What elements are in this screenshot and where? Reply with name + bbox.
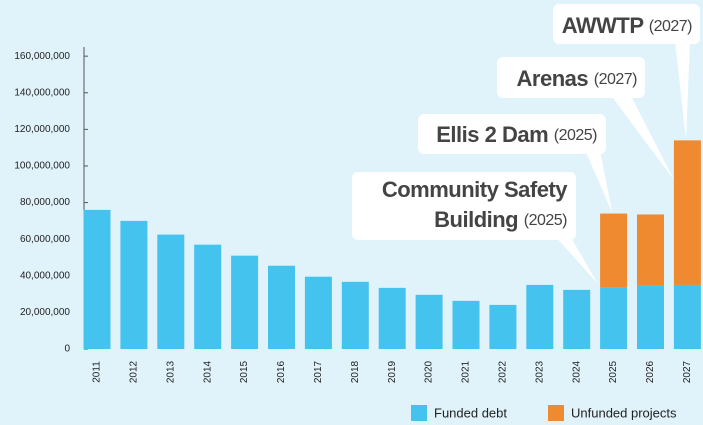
callout-box [352,172,576,240]
callout-pointer [675,40,690,140]
bar [526,284,554,349]
bar [452,300,480,349]
annotation-label: Building [434,207,518,232]
y-tick-label: 100,000,000 [14,161,70,172]
bar [231,255,259,349]
x-tick-label: 2014 [202,360,213,383]
annotation-note: (2025) [554,127,597,144]
x-tick-label: 2013 [165,360,176,383]
x-tick-label: 2012 [129,360,140,383]
x-tick-label: 2022 [498,360,509,383]
legend-swatch [411,405,427,421]
y-tick-label: 0 [64,344,70,355]
legend-label: Funded debt [434,405,507,420]
annotation-label: Community Safety [382,177,568,202]
x-tick-label: 2019 [387,360,398,383]
legend-label: Unfunded projects [571,405,677,420]
bar [304,276,332,349]
x-tick-label: 2024 [571,360,582,383]
x-tick-label: 2025 [608,360,619,383]
annotation: Building (2025) [434,207,567,232]
annotation: Community Safety [382,177,568,202]
callout-pointer [555,236,598,284]
callout-box [497,57,645,98]
y-tick-label: 160,000,000 [14,51,70,62]
annotation-note: (2025) [524,212,567,229]
bar [673,284,701,349]
callout-box [418,114,606,154]
annotation-note: (2027) [594,71,637,88]
x-tick-label: 2011 [92,361,103,383]
annotation: Arenas (2027) [517,66,638,91]
y-tick-label: 80,000,000 [20,197,70,208]
x-tick-label: 2016 [276,360,287,383]
bar [157,234,185,349]
callouts [352,4,700,284]
x-tick-label: 2026 [645,360,656,383]
x-tick-label: 2023 [534,360,545,383]
bar [563,289,591,349]
bar [600,213,628,288]
y-tick-label: 60,000,000 [20,234,70,245]
x-tick-label: 2020 [424,360,435,383]
bar [637,285,664,349]
x-tick-label: 2027 [682,360,693,383]
y-tick-label: 140,000,000 [14,87,70,98]
bar [637,214,664,286]
bar [673,140,701,285]
bar [83,209,111,349]
y-tick-label: 20,000,000 [20,307,70,318]
callout-pointer [585,150,612,212]
callout-pointer [610,94,674,180]
callout-box [553,4,700,44]
bar [378,287,406,349]
annotation-label: Arenas [517,66,589,91]
y-tick-label: 120,000,000 [14,124,70,135]
annotation-label: Ellis 2 Dam [436,122,548,147]
bar [120,220,148,349]
bar [194,244,222,349]
annotation: Ellis 2 Dam (2025) [436,122,597,147]
bar [489,304,517,349]
annotation-note: (2027) [649,18,692,35]
x-tick-label: 2021 [461,360,472,383]
x-tick-label: 2017 [313,360,324,383]
bar [341,281,369,349]
bar [600,287,628,349]
x-tick-label: 2018 [350,360,361,383]
y-tick-label: 40,000,000 [20,270,70,281]
bar [268,265,295,349]
x-tick-label: 2015 [239,360,250,383]
annotation-label: AWWTP [562,13,644,38]
annotation: AWWTP (2027) [562,13,692,38]
bar [415,294,443,349]
legend-swatch [548,405,564,421]
